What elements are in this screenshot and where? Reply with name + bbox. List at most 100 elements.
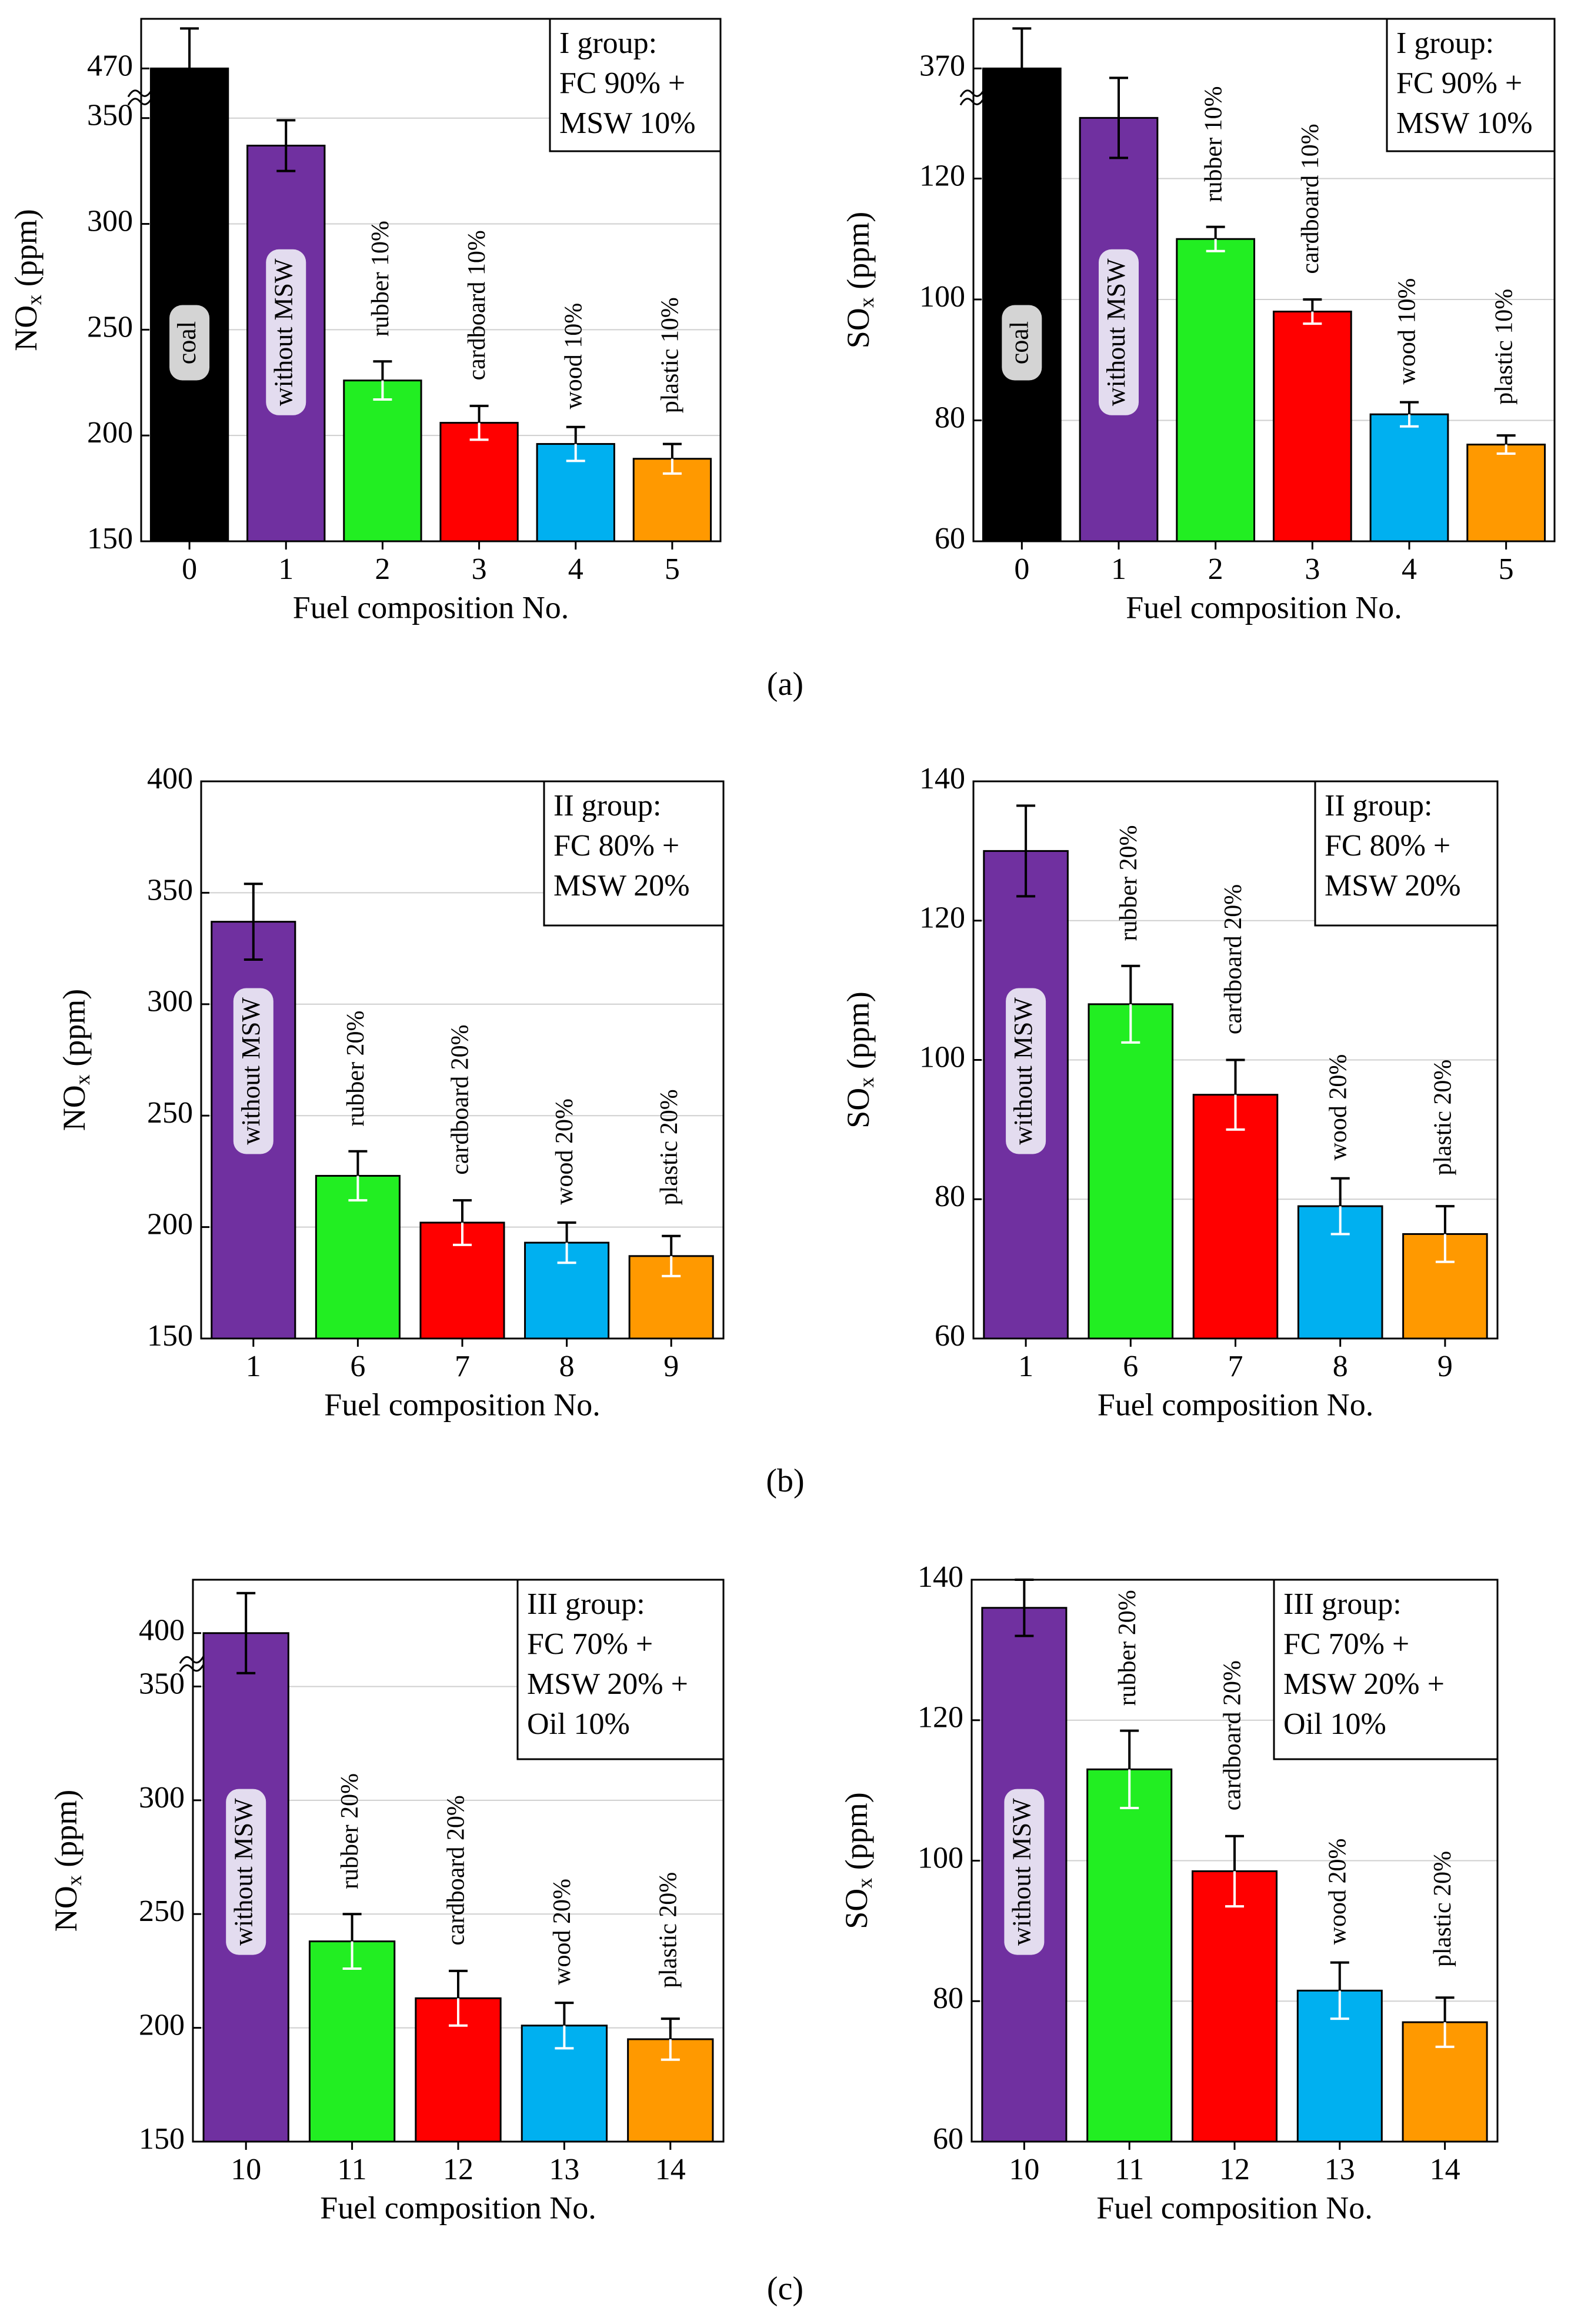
x-tick-label: 14	[655, 2153, 686, 2186]
chart-c-sox: without MSW 10 rubber 20% 11 cardboard 20% 12…	[839, 1560, 1499, 2225]
y-axis-label: NOx (ppm)	[56, 989, 94, 1131]
x-tick-label: 12	[1219, 2153, 1250, 2186]
bar-label-0: coal	[172, 321, 201, 364]
x-tick-label: 5	[665, 552, 680, 586]
x-tick-label: 13	[549, 2153, 579, 2186]
y-tick-label: 470	[87, 49, 133, 82]
legend: II group: FC 80% + MSW 20%	[543, 780, 725, 927]
error-bar-9	[662, 1234, 681, 1277]
y-axis-label: NOx (ppm)	[8, 209, 46, 351]
bar-label-2: rubber 10%	[367, 221, 394, 337]
bar-label-11: rubber 20%	[1114, 1590, 1141, 1706]
legend-line: MSW 10%	[559, 106, 696, 140]
x-tick-label: 1	[1018, 1350, 1033, 1383]
error-bar-7	[453, 1199, 472, 1246]
x-tick-label: 1	[246, 1350, 261, 1383]
bar-label-12: cardboard 20%	[443, 1795, 470, 1945]
legend-box	[1273, 1579, 1499, 1760]
axis-break-mark	[179, 1656, 205, 1672]
y-tick-label: 60	[933, 2122, 963, 2156]
legend-line: II group:	[1325, 789, 1432, 823]
legend-box	[1386, 18, 1556, 152]
y-tick-label: 140	[918, 1560, 963, 1594]
legend: II group: FC 80% + MSW 20%	[1314, 780, 1499, 927]
legend-line: MSW 10%	[1396, 106, 1533, 140]
legend-line: MSW 20%	[1325, 869, 1461, 903]
bar-6	[1088, 1003, 1174, 1340]
legend-line: FC 90% +	[559, 66, 685, 100]
x-tick-label: 0	[1014, 552, 1029, 586]
bar-label-pill	[1006, 988, 1046, 1154]
error-bar-5	[1496, 434, 1516, 455]
bar-label-1: without MSW	[236, 997, 265, 1145]
legend-line: II group:	[553, 789, 661, 823]
subfigure-caption: (a)	[767, 666, 803, 702]
bar-label-9: plastic 20%	[1430, 1060, 1457, 1176]
bar-6	[315, 1174, 401, 1340]
bar-label-7: cardboard 20%	[447, 1024, 474, 1174]
error-bar-6	[1121, 964, 1140, 1044]
x-tick-label: 1	[1111, 552, 1126, 586]
error-bar-8	[557, 1221, 576, 1264]
error-bar-1	[244, 883, 263, 961]
chart-a-nox: coal 0 without MSW 1 rubber 10% 2 cardboard 10…	[8, 18, 722, 625]
y-axis-label: NOx (ppm)	[48, 1790, 86, 1932]
y-tick-label: 120	[919, 159, 965, 192]
plot-frame	[192, 1579, 725, 2143]
error-bar-13	[555, 2002, 574, 2050]
legend-line: III group:	[527, 1587, 645, 1621]
subfigure-caption: (b)	[766, 1463, 804, 1499]
bar-label-5: plastic 10%	[657, 297, 684, 413]
y-tick-label: 60	[935, 1319, 965, 1353]
bar-label-9: plastic 20%	[656, 1089, 683, 1205]
bar-label-pill	[226, 1789, 266, 1955]
x-tick-label: 2	[375, 552, 390, 586]
y-tick-label: 350	[147, 873, 193, 907]
bar-label-12: cardboard 20%	[1219, 1660, 1246, 1810]
legend-line: I group:	[559, 26, 657, 60]
bar-0	[982, 67, 1062, 542]
error-bar-7	[1226, 1058, 1245, 1131]
x-tick-label: 11	[1115, 2153, 1144, 2186]
chart-b-nox: without MSW 1 rubber 20% 6 cardboard 20% 7 woo…	[56, 762, 725, 1422]
chart-c-nox: without MSW 10 rubber 20% 11 cardboard 20% 12…	[48, 1579, 725, 2225]
bar-label-3: cardboard 10%	[463, 230, 491, 380]
bar-5	[1466, 444, 1546, 542]
x-tick-label: 6	[350, 1350, 365, 1383]
legend-line: Oil 10%	[1283, 1707, 1386, 1741]
y-tick-label: 350	[87, 99, 133, 132]
error-bar-9	[1435, 1205, 1455, 1263]
y-tick-label: 80	[935, 1180, 965, 1213]
error-bar-8	[1330, 1177, 1350, 1236]
error-bar-14	[661, 2017, 680, 2061]
bar-label-4: wood 10%	[560, 303, 587, 409]
error-bar-10	[236, 1591, 256, 1674]
x-tick-label: 9	[663, 1350, 679, 1383]
x-tick-label: 3	[1305, 552, 1320, 586]
y-tick-label: 300	[87, 204, 133, 238]
x-tick-label: 3	[472, 552, 487, 586]
bar-label-1: without MSW	[1102, 258, 1130, 406]
error-bar-5	[662, 442, 682, 475]
bar-7	[1192, 1094, 1279, 1340]
legend-line: FC 90% +	[1396, 66, 1522, 100]
legend-box	[516, 1579, 725, 1760]
bar-label-pill	[233, 988, 273, 1154]
y-tick-label: 120	[919, 901, 965, 935]
x-tick-label: 14	[1430, 2153, 1460, 2186]
y-tick-label: 300	[139, 1781, 185, 1814]
error-bar-4	[1400, 401, 1419, 428]
bar-label-14: plastic 20%	[1429, 1851, 1456, 1967]
bar-3	[1272, 311, 1352, 542]
bar-label-3: cardboard 10%	[1297, 124, 1324, 274]
legend-line: FC 70% +	[1283, 1627, 1409, 1661]
legend-box	[1314, 780, 1499, 927]
y-tick-label: 370	[919, 49, 965, 82]
y-tick-label: 250	[139, 1895, 185, 1928]
y-tick-label: 100	[919, 1040, 965, 1074]
bar-label-8: wood 20%	[551, 1098, 578, 1205]
chart-a-sox: coal 0 without MSW 1 rubber 10% 2 cardboard 10…	[840, 18, 1556, 625]
x-axis-label: Fuel composition No.	[293, 590, 569, 625]
y-tick-label: 300	[147, 985, 193, 1018]
